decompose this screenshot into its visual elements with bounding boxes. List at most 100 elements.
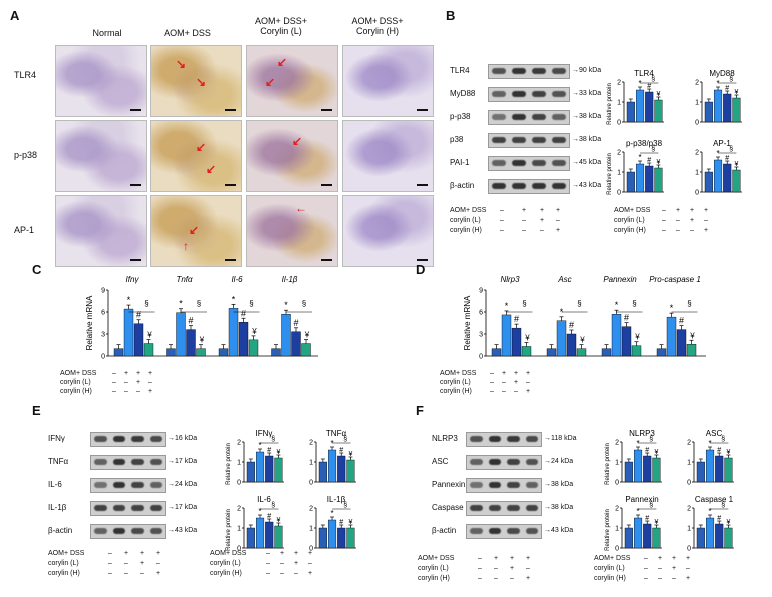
treatment-sign: – (526, 379, 530, 386)
red-arrow-icon: ↙ (292, 134, 303, 148)
kda-label: 17 kDa (168, 504, 197, 511)
significance-mark: ¥ (146, 331, 152, 340)
bar (265, 455, 274, 483)
y-axis-label: Relative mRNA (85, 295, 94, 350)
treatment-sign: – (478, 575, 482, 582)
chart-title: MyD88 (709, 69, 735, 78)
blot-band (492, 68, 506, 74)
significance-mark: * (716, 79, 719, 88)
blot-label: p-p38 (450, 112, 471, 121)
bar (631, 345, 642, 357)
bar (274, 525, 283, 549)
bar (511, 327, 522, 357)
column-label-corylin-high: AOM+ DSS+ Corylin (H) (351, 16, 404, 36)
treatment-sign: – (540, 227, 544, 234)
y-tick-label: 0 (479, 354, 483, 361)
significance-mark: § (721, 502, 725, 509)
histology-ap1-corylin-high (342, 195, 434, 267)
blot-band (470, 505, 483, 511)
blot-band (525, 505, 538, 511)
y-tick-label: 1 (617, 100, 621, 107)
scale-bar (130, 109, 141, 111)
chart-title: IL-1β (327, 495, 346, 504)
treatment-sign: + (690, 207, 695, 214)
treatment-sign: – (522, 227, 526, 234)
bar (255, 451, 265, 483)
scale-bar (321, 184, 332, 186)
treatment-sign: – (156, 560, 160, 567)
treatment-sign: – (500, 227, 504, 234)
blot-label: TLR4 (450, 66, 470, 75)
histology-pp38-corylin-high (342, 120, 434, 192)
bar (621, 326, 632, 357)
blot-band (512, 160, 526, 166)
red-arrow-icon: ↑ (183, 239, 189, 253)
blot-band (488, 459, 501, 465)
blot-band (94, 459, 107, 465)
bar (654, 167, 663, 193)
blot-label: IL-6 (48, 480, 62, 489)
blot-band (525, 482, 538, 488)
y-tick-label: 0 (687, 546, 691, 553)
significance-mark: § (343, 436, 347, 443)
red-arrow-icon: ↙ (277, 55, 288, 69)
red-arrow-icon: ↘ (196, 75, 207, 89)
bar (501, 314, 512, 357)
treatment-sign: – (124, 560, 128, 567)
y-tick-label: 0 (237, 480, 241, 487)
y-tick-label: 2 (237, 440, 241, 447)
treatment-label: AOM+ DSS (48, 550, 85, 557)
treatment-sign: – (108, 550, 112, 557)
red-arrow-icon: ↙ (206, 162, 217, 176)
blot-band (532, 114, 546, 120)
bar (643, 523, 652, 549)
significance-mark: ¥ (579, 336, 585, 345)
blot-band (112, 459, 125, 465)
scale-bar (321, 259, 332, 261)
y-tick-label: 1 (687, 460, 691, 467)
y-tick-label: 2 (617, 80, 621, 87)
bar (327, 519, 337, 549)
significance-mark: § (651, 76, 655, 83)
bar (715, 523, 724, 549)
significance-mark: ¥ (656, 91, 660, 98)
bar (704, 101, 713, 123)
y-tick-label: 2 (615, 506, 619, 513)
significance-mark: * (179, 299, 183, 309)
bar (656, 348, 667, 357)
treatment-sign: + (672, 565, 677, 572)
blot-label: ASC (432, 457, 449, 466)
column-label-aom-dss: AOM+ DSS (164, 28, 211, 38)
significance-mark: # (679, 316, 684, 326)
bar (611, 314, 622, 357)
significance-mark: * (636, 439, 639, 448)
treatment-label: AOM+ DSS (450, 207, 487, 214)
treatment-sign: + (676, 207, 681, 214)
gene-label: Il-1β (282, 275, 298, 284)
kda-label: 43 kDa (168, 527, 197, 534)
bar (633, 449, 643, 483)
bar (318, 527, 327, 549)
red-arrow-icon: ↙ (189, 223, 200, 237)
y-tick-label: 0 (309, 480, 313, 487)
treatment-sign: + (148, 370, 153, 377)
treatment-label: AOM+ DSS (614, 207, 651, 214)
bar (601, 348, 612, 357)
panel-label-a: A (10, 8, 20, 23)
bar (346, 527, 355, 549)
y-tick-label: 6 (479, 310, 483, 317)
treatment-sign: – (112, 379, 116, 386)
significance-mark: ¥ (304, 331, 310, 340)
significance-mark: # (624, 313, 629, 323)
bar (576, 348, 587, 357)
column-label-normal: Normal (92, 28, 122, 38)
treatment-sign: + (686, 555, 691, 562)
y-tick-label: 2 (695, 80, 699, 87)
significance-mark: § (522, 299, 526, 308)
significance-mark: § (271, 502, 275, 509)
gene-label: Pro-caspase 1 (649, 275, 701, 284)
treatment-sign: – (478, 565, 482, 572)
blot-band (112, 436, 125, 442)
panel-label-f: F (416, 403, 424, 418)
treatment-sign: + (514, 370, 519, 377)
